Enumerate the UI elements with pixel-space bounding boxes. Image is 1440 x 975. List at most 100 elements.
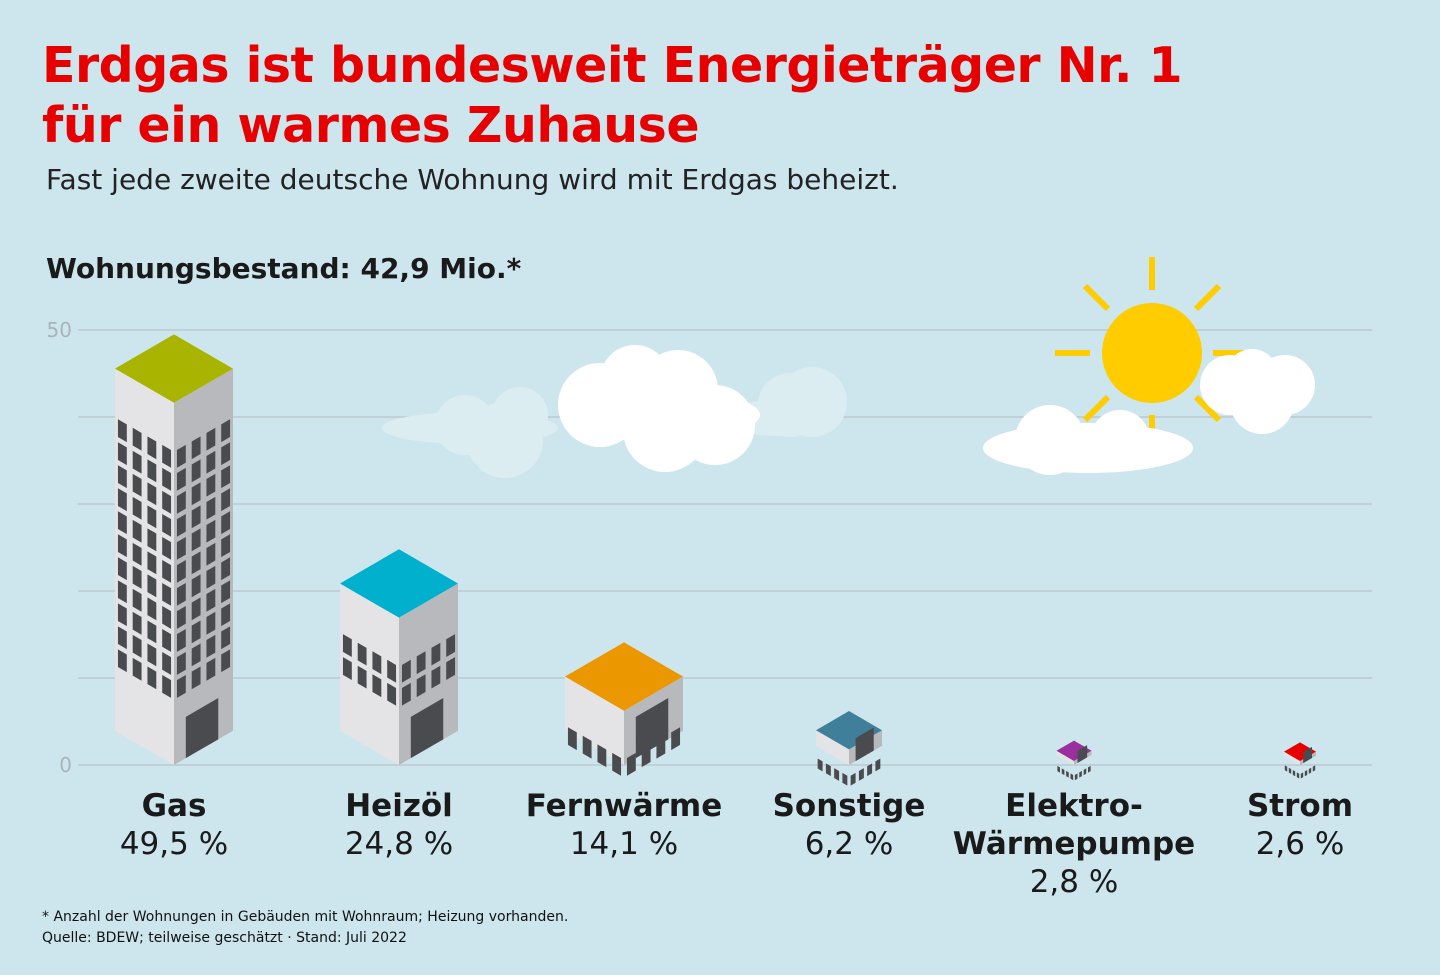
window: [206, 565, 216, 589]
window: [357, 642, 367, 666]
cloud-icon: [558, 345, 1315, 475]
window: [1057, 765, 1060, 773]
window: [401, 682, 411, 706]
window: [416, 674, 426, 698]
building-bar: [1284, 742, 1316, 779]
building-left-face: [816, 730, 849, 765]
window: [147, 436, 157, 460]
window: [162, 582, 172, 606]
window: [1079, 770, 1082, 778]
window: [1083, 768, 1087, 776]
window: [191, 505, 201, 529]
window: [132, 611, 142, 635]
window: [132, 427, 142, 451]
window: [191, 620, 201, 644]
window: [191, 666, 201, 690]
category-label: Gas 49,5 %: [44, 787, 304, 863]
cloud-icon: [382, 367, 847, 478]
window: [582, 735, 592, 759]
window: [567, 727, 577, 751]
category-label: Elektro- Wärmepumpe 2,8 %: [944, 787, 1204, 901]
category-name: Gas: [141, 788, 207, 824]
window: [206, 496, 216, 520]
window: [147, 505, 157, 529]
window: [162, 467, 172, 491]
window: [162, 675, 172, 698]
window: [147, 528, 157, 552]
window: [132, 565, 142, 589]
stock-label: Wohnungsbestand: 42,9 Mio.*: [46, 252, 522, 285]
window: [176, 582, 186, 606]
window: [206, 588, 216, 612]
window: [1284, 765, 1288, 772]
window: [117, 649, 127, 673]
window: [858, 768, 864, 781]
building-right-face: [174, 368, 233, 765]
title: Erdgas ist bundesweit Energieträger Nr. …: [42, 36, 1183, 156]
window: [206, 519, 216, 543]
window: [612, 752, 622, 776]
footnote-block: * Anzahl der Wohnungen in Gebäuden mit W…: [42, 907, 568, 949]
window: [416, 651, 426, 675]
building-bar: [816, 711, 882, 786]
window: [1074, 773, 1078, 781]
window: [401, 659, 411, 683]
window: [176, 605, 186, 629]
window: [221, 465, 231, 489]
door: [1077, 745, 1088, 763]
building-left-face: [340, 583, 399, 765]
window: [162, 652, 172, 675]
window: [162, 490, 172, 514]
window: [162, 628, 172, 652]
window: [176, 652, 186, 675]
window: [1308, 767, 1312, 774]
window: [221, 626, 231, 650]
y-tick-label: 50: [47, 318, 72, 342]
window: [206, 542, 216, 566]
window: [176, 559, 186, 583]
building-bar: [1056, 740, 1092, 781]
window: [176, 536, 186, 560]
window: [825, 763, 831, 777]
window: [1061, 768, 1065, 776]
window: [132, 450, 142, 474]
category-name: Fernwärme: [525, 788, 723, 824]
window: [1296, 772, 1300, 779]
window: [191, 551, 201, 575]
window: [221, 580, 231, 604]
window: [117, 534, 127, 558]
window: [221, 419, 231, 443]
window: [1292, 770, 1296, 777]
window: [834, 768, 840, 781]
window: [206, 427, 216, 451]
window: [221, 649, 231, 673]
window: [372, 651, 382, 675]
window: [132, 519, 142, 543]
window: [191, 528, 201, 552]
category-name: Strom: [1246, 788, 1354, 824]
window: [221, 488, 231, 512]
window: [147, 666, 157, 690]
window: [446, 657, 456, 680]
window: [117, 442, 127, 466]
window: [117, 580, 127, 604]
window: [431, 642, 441, 666]
value-label: 24,8 %: [344, 826, 454, 862]
building-left-face: [565, 676, 624, 765]
window: [446, 634, 456, 657]
window: [117, 603, 127, 627]
window: [176, 513, 186, 537]
window: [221, 603, 231, 627]
window: [147, 574, 157, 598]
window: [117, 465, 127, 489]
category-name: Elektro- Wärmepumpe: [952, 788, 1196, 862]
window: [176, 675, 186, 698]
sky-decoration: [382, 257, 1315, 478]
window: [117, 511, 127, 535]
building-left-face: [1284, 751, 1300, 765]
window: [147, 620, 157, 644]
window: [147, 551, 157, 575]
window: [842, 772, 848, 786]
window: [206, 634, 216, 658]
window: [1304, 770, 1308, 777]
